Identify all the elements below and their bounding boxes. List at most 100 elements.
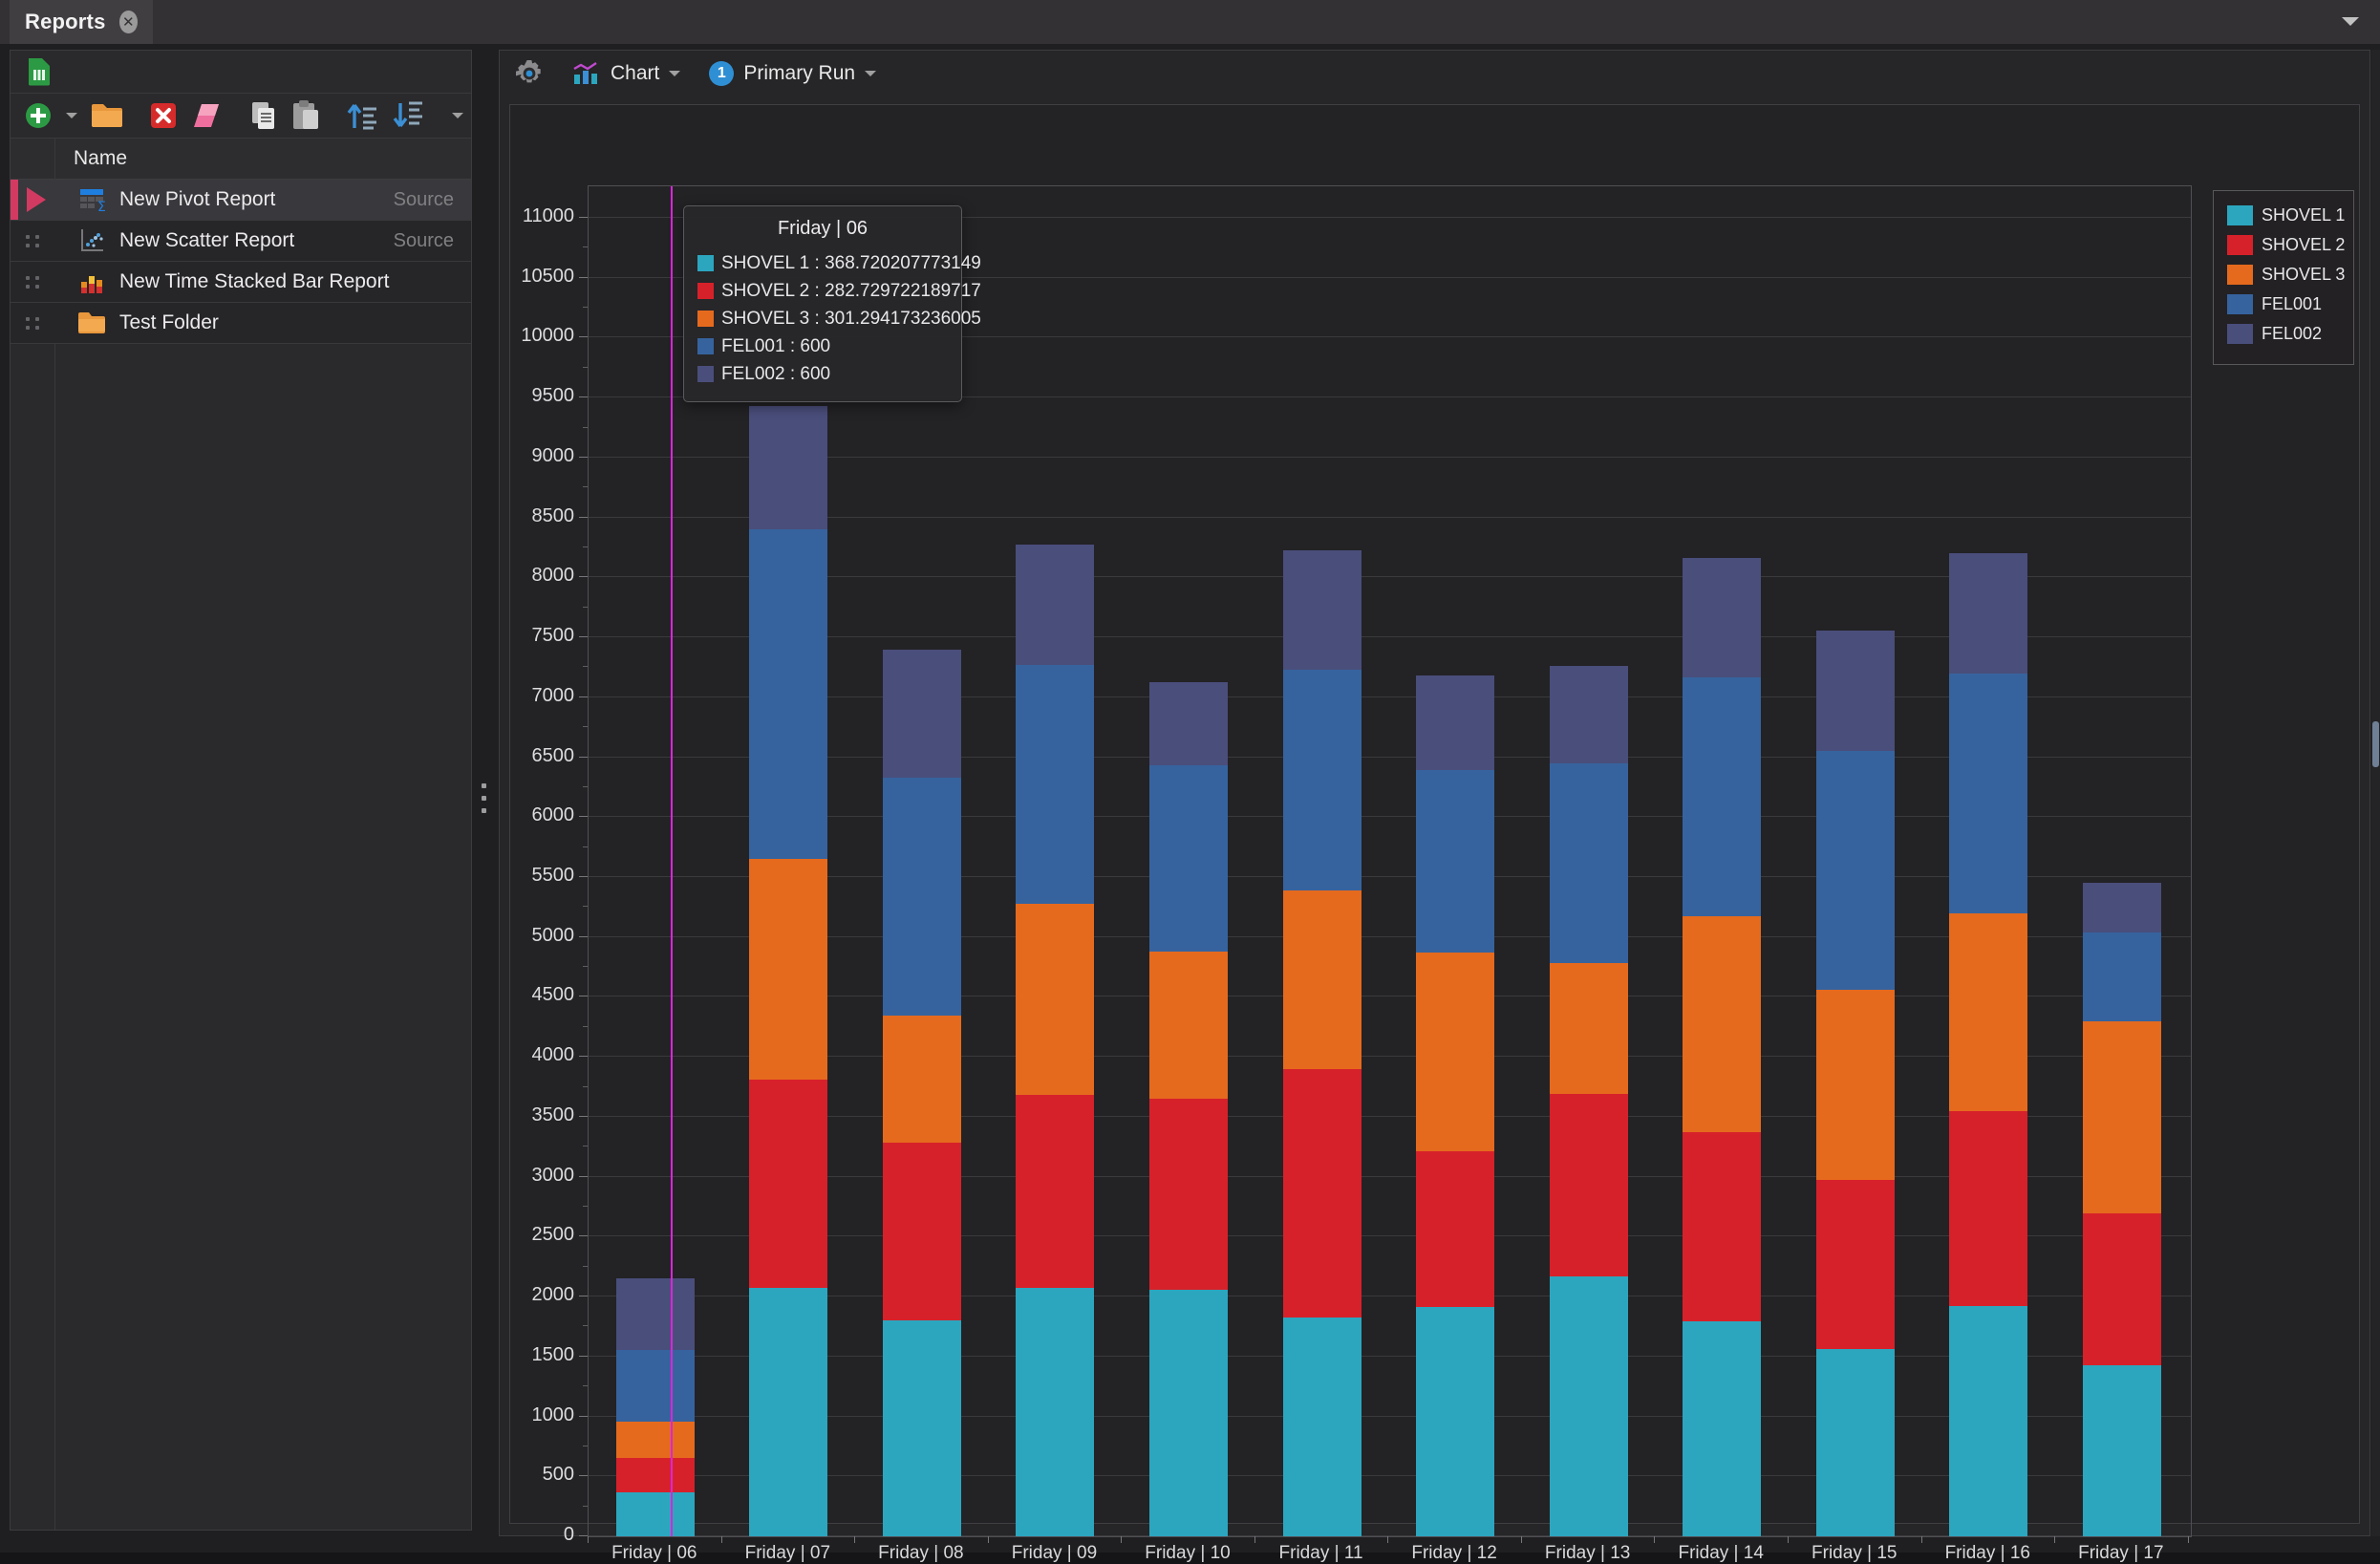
eraser-button[interactable] [190, 103, 223, 128]
bar-segment[interactable] [1815, 1348, 1895, 1536]
bar-segment[interactable] [1949, 553, 2028, 674]
chart-type-dropdown[interactable]: Chart [572, 61, 681, 86]
bar-segment[interactable] [1282, 889, 1362, 1069]
bar-segment[interactable] [1549, 666, 1628, 763]
bar-segment[interactable] [882, 649, 961, 778]
bar-segment[interactable] [2082, 1365, 2161, 1536]
x-axis-tick [854, 1536, 856, 1543]
bar-segment[interactable] [1549, 1094, 1628, 1276]
bar-segment[interactable] [1815, 1179, 1895, 1349]
sidebar-top-strip [11, 51, 471, 94]
window-scrollbar[interactable] [2371, 50, 2380, 1536]
bar-segment[interactable] [2082, 883, 2161, 932]
bar-segment[interactable] [1815, 989, 1895, 1180]
bar-segment[interactable] [1016, 1094, 1095, 1288]
spreadsheet-icon[interactable] [26, 57, 51, 86]
legend-item[interactable]: FEL001 [2227, 293, 2353, 314]
bar-segment[interactable] [1149, 765, 1228, 953]
bar-segment[interactable] [1683, 1321, 1762, 1536]
tab-close-icon[interactable]: ✕ [118, 11, 138, 33]
bar-segment[interactable] [615, 1458, 695, 1492]
copy-button[interactable] [249, 101, 278, 130]
bar-segment[interactable] [1282, 549, 1362, 670]
list-item[interactable]: Σ New Pivot Report Source [11, 180, 471, 221]
bar-segment[interactable] [1683, 916, 1762, 1133]
bar-segment[interactable] [1016, 903, 1095, 1095]
scrollbar-thumb[interactable] [2372, 721, 2379, 767]
legend-item[interactable]: SHOVEL 1 [2227, 204, 2353, 225]
bar-segment[interactable] [615, 1422, 695, 1459]
bar-segment[interactable] [1149, 1099, 1228, 1291]
bar-segment[interactable] [1949, 1111, 2028, 1307]
bar-segment[interactable] [882, 1320, 961, 1536]
panel-splitter[interactable] [478, 50, 497, 1531]
add-dropdown-caret-icon[interactable] [66, 113, 77, 118]
tab-label: Reports [25, 10, 106, 33]
bar-segment[interactable] [1683, 1132, 1762, 1322]
splitter-grip-icon[interactable] [482, 783, 486, 813]
bar-segment[interactable] [615, 1350, 695, 1423]
bar-segment[interactable] [1815, 630, 1895, 752]
bar-segment[interactable] [615, 1491, 695, 1536]
bar-segment[interactable] [1149, 1290, 1228, 1536]
legend-item[interactable]: SHOVEL 3 [2227, 264, 2353, 285]
bar-segment[interactable] [749, 858, 828, 1081]
bar-segment[interactable] [2082, 1213, 2161, 1366]
list-item[interactable]: New Scatter Report Source [11, 221, 471, 262]
bar-segment[interactable] [1016, 664, 1095, 904]
bar-segment[interactable] [1416, 675, 1495, 771]
bar-segment[interactable] [1683, 558, 1762, 677]
bar-segment[interactable] [882, 1016, 961, 1143]
bar-segment[interactable] [1149, 952, 1228, 1100]
sort-ascending-button[interactable] [347, 101, 379, 130]
legend-label: SHOVEL 1 [2262, 204, 2346, 225]
bar-segment[interactable] [2082, 932, 2161, 1021]
bar-segment[interactable] [1416, 953, 1495, 1151]
bar-segment[interactable] [1282, 1317, 1362, 1536]
bar-segment[interactable] [749, 1287, 828, 1536]
tab-reports[interactable]: Reports ✕ [10, 0, 153, 44]
row-gutter[interactable] [11, 262, 54, 302]
bar-segment[interactable] [749, 1080, 828, 1288]
bar-segment[interactable] [1416, 1307, 1495, 1536]
chart-legend: SHOVEL 1 SHOVEL 2 SHOVEL 3 FEL001 FEL002 [2213, 190, 2354, 365]
delete-button[interactable] [150, 102, 177, 129]
bar-segment[interactable] [1683, 676, 1762, 917]
bar-segment[interactable] [1949, 912, 2028, 1112]
paste-button[interactable] [291, 100, 320, 131]
bar-segment[interactable] [1016, 1287, 1095, 1536]
add-button[interactable] [24, 101, 53, 130]
bar-segment[interactable] [1416, 1150, 1495, 1308]
bar-segment[interactable] [749, 405, 828, 530]
row-gutter[interactable] [11, 303, 54, 343]
bar-segment[interactable] [882, 1142, 961, 1321]
list-item[interactable]: New Time Stacked Bar Report [11, 262, 471, 303]
list-item[interactable]: Test Folder [11, 303, 471, 344]
bar-segment[interactable] [1416, 770, 1495, 953]
bar-segment[interactable] [1549, 1275, 1628, 1536]
bar-segment[interactable] [1549, 762, 1628, 964]
sort-descending-button[interactable] [393, 101, 425, 130]
window-dropdown-caret-icon[interactable] [2342, 17, 2359, 26]
bar-segment[interactable] [1282, 669, 1362, 890]
bar-segment[interactable] [1815, 751, 1895, 990]
legend-item[interactable]: FEL002 [2227, 323, 2353, 344]
bar-segment[interactable] [749, 529, 828, 859]
row-gutter[interactable] [11, 221, 54, 261]
bar-segment[interactable] [1549, 963, 1628, 1095]
run-dropdown[interactable]: 1 Primary Run [709, 61, 877, 86]
legend-item[interactable]: SHOVEL 2 [2227, 234, 2353, 255]
bar-segment[interactable] [1949, 1306, 2028, 1536]
bar-segment[interactable] [1149, 682, 1228, 766]
x-axis-tick [2187, 1536, 2189, 1543]
bar-segment[interactable] [1949, 673, 2028, 913]
more-dropdown-caret-icon[interactable] [452, 113, 463, 118]
settings-gear-icon[interactable] [515, 59, 544, 88]
bar-segment[interactable] [1016, 544, 1095, 665]
bar-segment[interactable] [2082, 1020, 2161, 1214]
bar-segment[interactable] [1282, 1068, 1362, 1318]
reports-sidebar: Name Σ New Pivot Report Source New Scatter … [10, 50, 472, 1531]
bar-segment[interactable] [882, 777, 961, 1017]
new-folder-button[interactable] [91, 102, 123, 129]
bar-segment[interactable] [615, 1277, 695, 1351]
